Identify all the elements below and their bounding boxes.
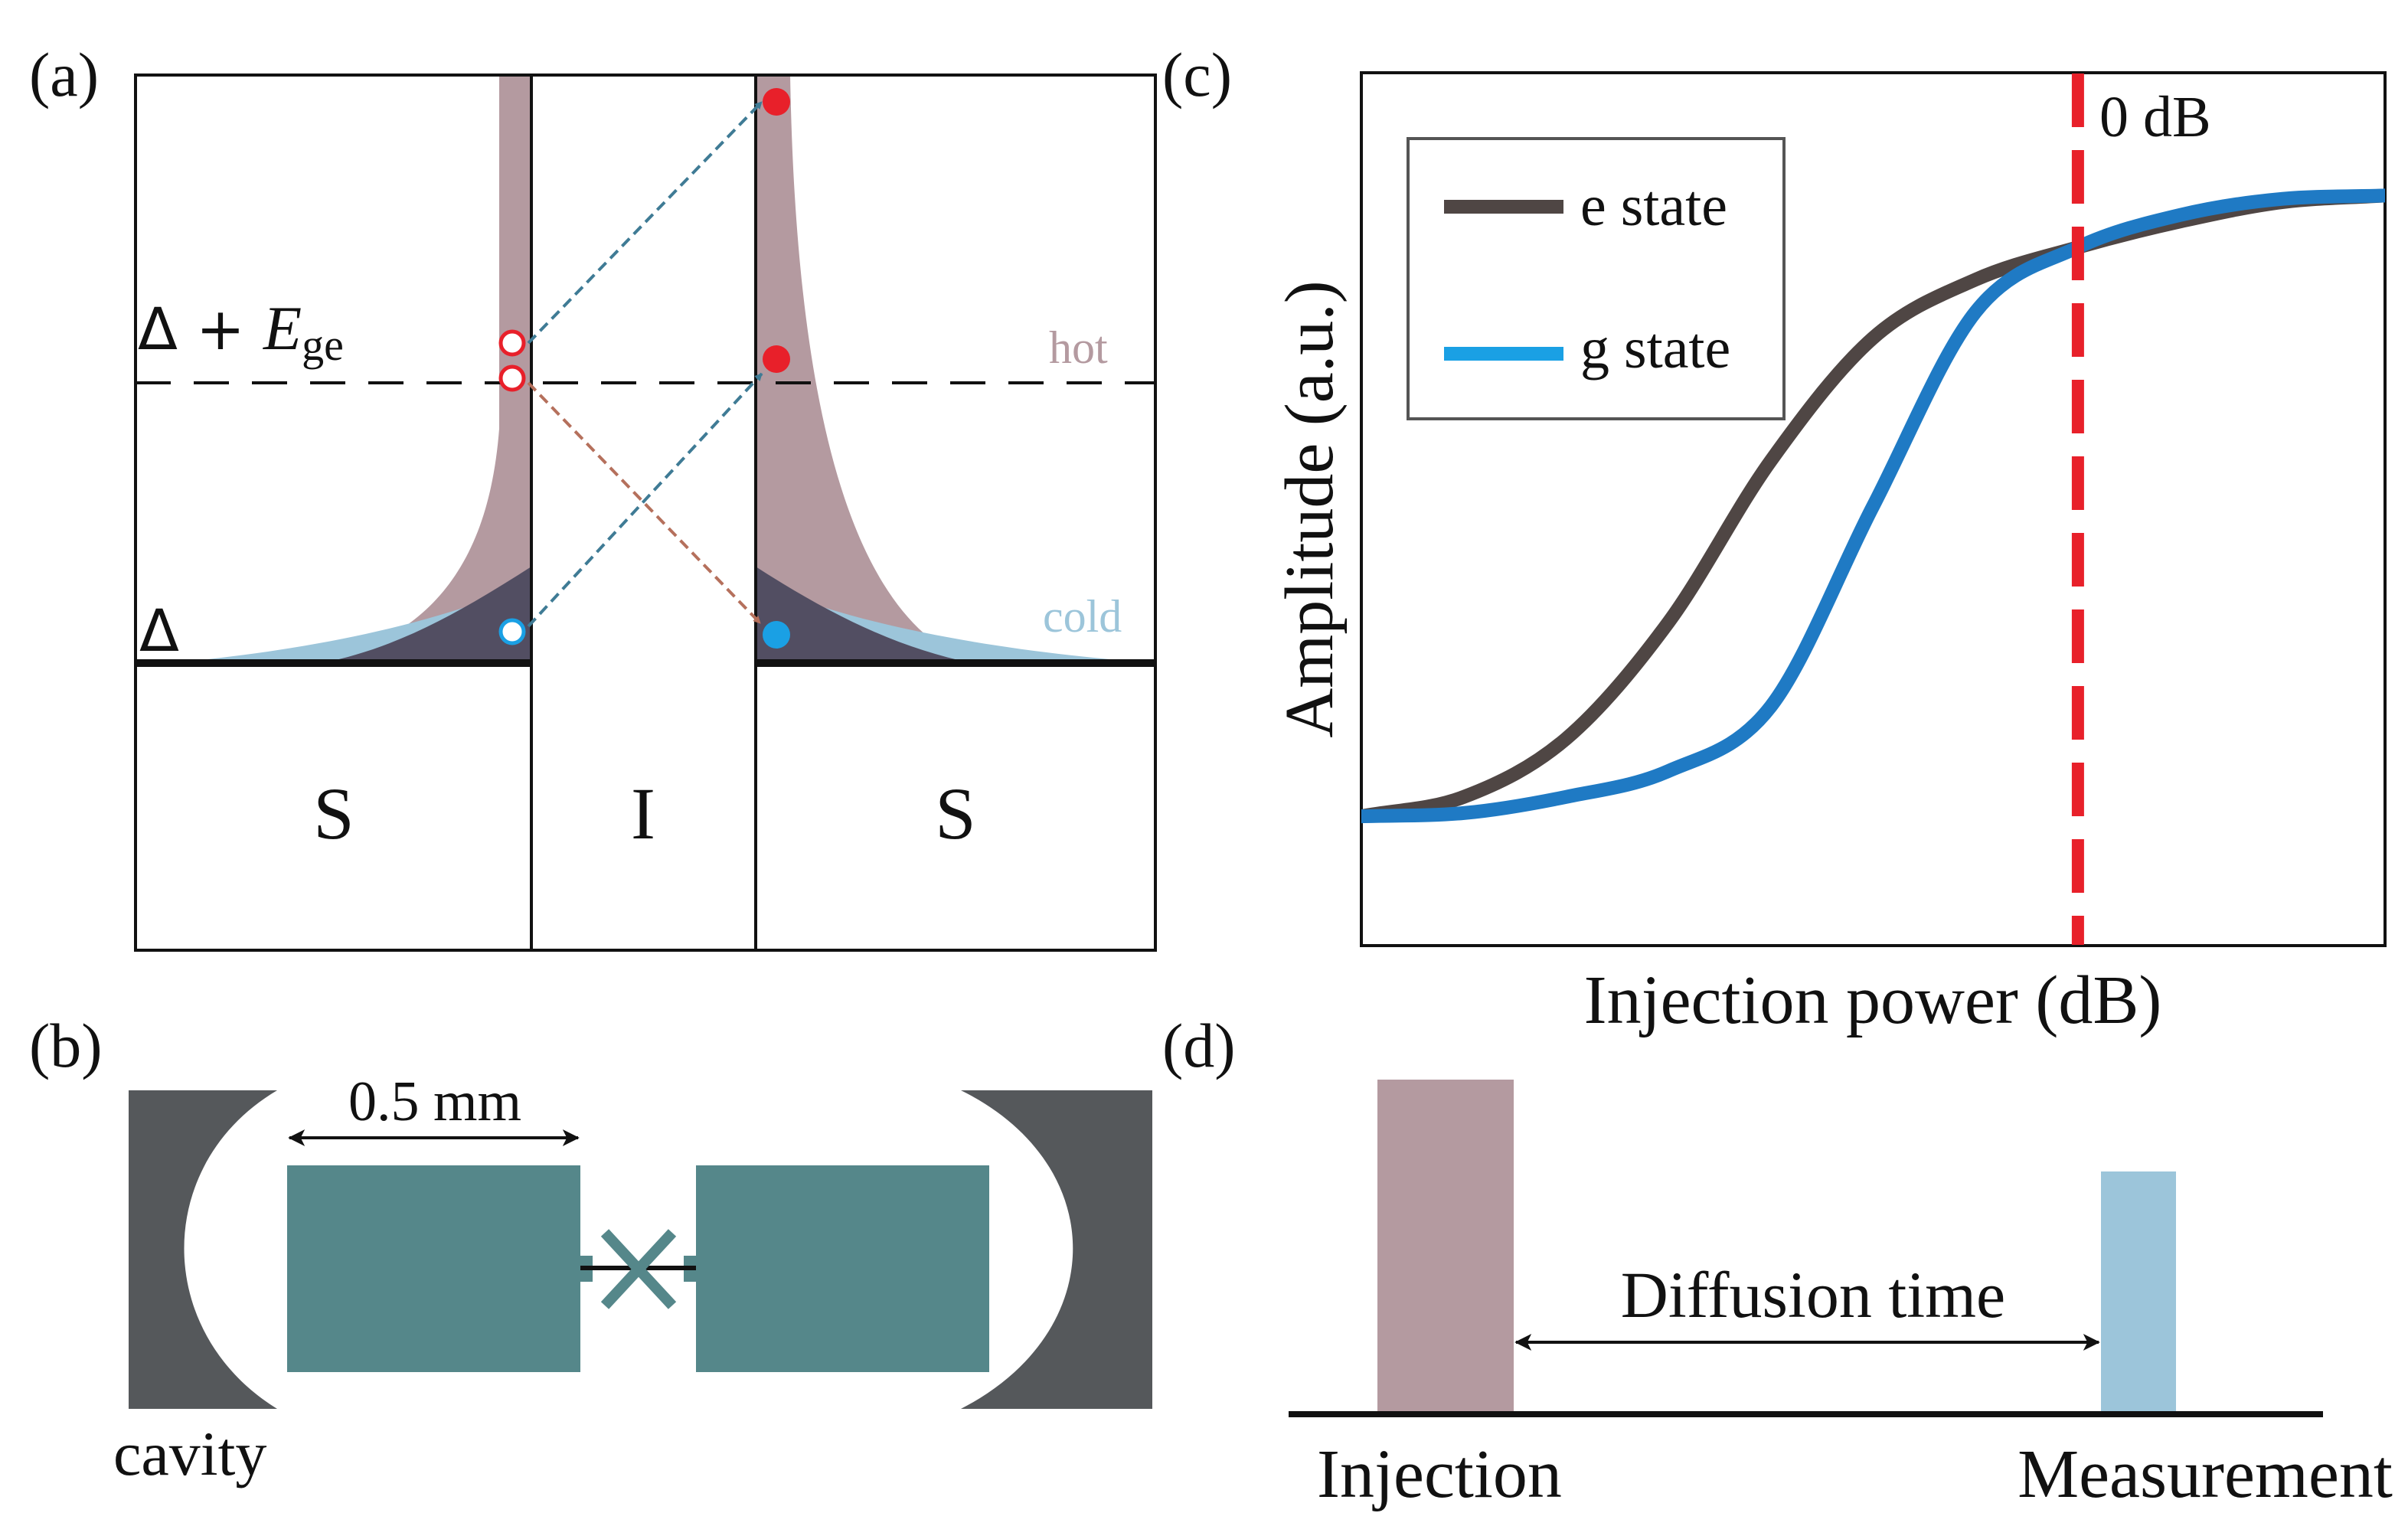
tunnel-arrow-hot-upper xyxy=(527,100,763,345)
diffusion-time-label: Diffusion time xyxy=(1621,1258,2005,1332)
panel-d-label: (d) xyxy=(1162,1011,1236,1080)
hot-particle-middle xyxy=(763,345,790,373)
junction-cross-b xyxy=(600,1229,677,1309)
hot-label: hot xyxy=(1049,322,1108,373)
panel-a: (a) Δ + Ege Δ hot cold xyxy=(29,40,1157,952)
y-axis-label: Amplitude (a.u.) xyxy=(1272,280,1348,737)
injection-pulse xyxy=(1377,1080,1514,1414)
panel-a-label: (a) xyxy=(29,40,99,109)
zero-db-label: 0 dB xyxy=(2099,85,2211,149)
g-state-curve xyxy=(1361,188,2385,824)
left-pad xyxy=(287,1165,580,1372)
cavity-left-wall xyxy=(129,1090,277,1409)
legend-box xyxy=(1407,137,1786,420)
legend-label-e-state: e state xyxy=(1580,174,1727,238)
legend-label-g-state: g state xyxy=(1580,316,1730,381)
measurement-pulse xyxy=(2101,1171,2176,1414)
middle-region-label: I xyxy=(631,773,655,854)
right-hot-dos xyxy=(756,75,972,663)
right-pad xyxy=(696,1165,989,1372)
hot-hole-lower xyxy=(498,364,526,392)
panel-c-label: (c) xyxy=(1162,40,1232,109)
injection-label: Injection xyxy=(1317,1436,1562,1512)
hot-particle-top xyxy=(763,88,790,116)
delta-plus-e-ge-label: Δ + Ege xyxy=(138,293,344,370)
cold-particle xyxy=(763,621,790,649)
panel-c: (c) 0 dB e state g state Injection power… xyxy=(1162,40,2387,1038)
cold-label: cold xyxy=(1043,591,1122,642)
tunnel-arrow-cold-upper xyxy=(527,372,763,628)
measurement-label: Measurement xyxy=(2018,1436,2393,1512)
cold-hole xyxy=(498,618,526,645)
density-of-states xyxy=(168,75,1155,663)
left-overlap-dos xyxy=(322,567,531,663)
dimension-label: 0.5 mm xyxy=(348,1070,521,1133)
right-overlap-dos xyxy=(756,567,972,663)
delta-label: Δ xyxy=(139,596,179,665)
panel-a-frame xyxy=(134,74,1157,952)
cavity-right-wall xyxy=(961,1090,1152,1409)
panel-b-label: (b) xyxy=(29,1011,103,1080)
hot-hole-upper xyxy=(498,329,526,357)
left-region-label: S xyxy=(313,773,354,854)
plot-frame xyxy=(1360,71,2387,947)
cavity-label: cavity xyxy=(113,1419,266,1488)
plot-curves xyxy=(1361,188,2385,824)
x-axis-label: Injection power (dB) xyxy=(1584,962,2162,1038)
left-hot-dos xyxy=(322,75,531,663)
tunnel-arrow-hot-lower xyxy=(527,381,762,625)
panel-d: (d) Diffusion time Injection Measurement xyxy=(1162,1011,2393,1512)
panel-b: (b) 0.5 mm cavity xyxy=(29,1011,1152,1488)
right-region-label: S xyxy=(935,773,975,854)
